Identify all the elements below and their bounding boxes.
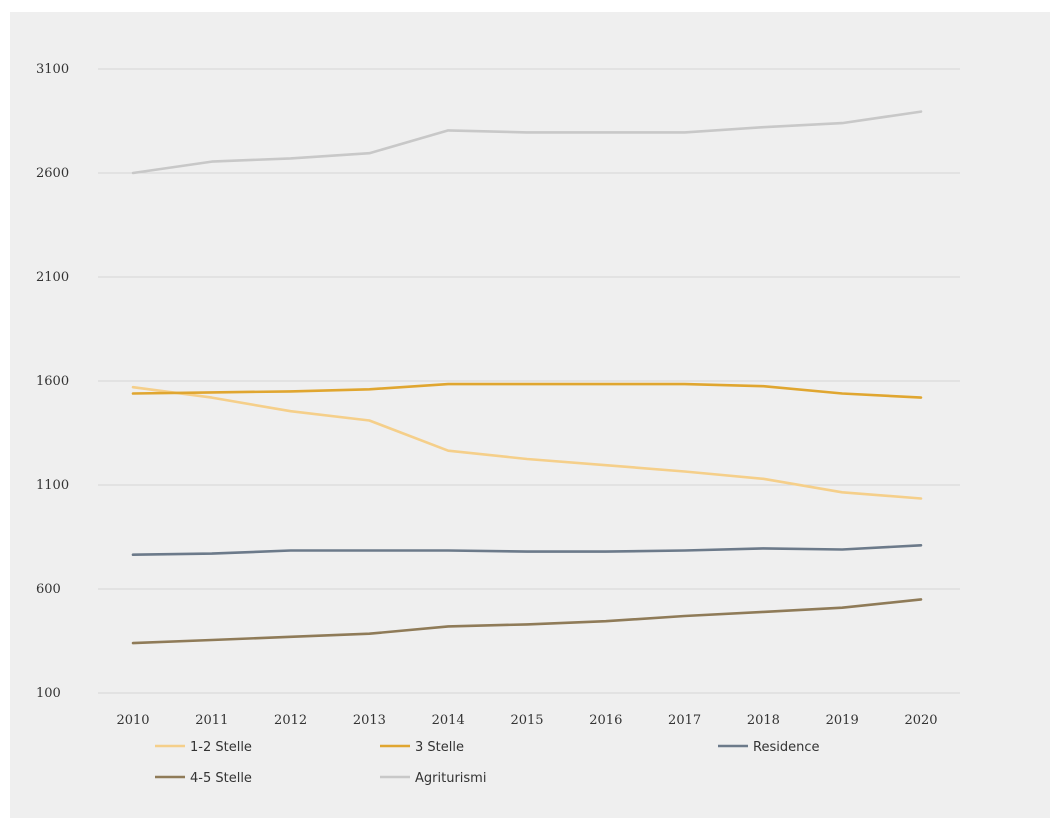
series-line-4-5-stelle xyxy=(131,598,923,645)
x-axis-ticks: 2010 2011 2012 2013 2014 2015 2016 2017 2018 2019… xyxy=(116,713,937,728)
y-axis-ticks: 100 600 1100 1600 2100 2600 3100 xyxy=(36,62,69,701)
series-lines xyxy=(131,110,923,645)
chart-panel: 100 600 1100 1600 2100 2600 3100 2010 2011 2012 2… xyxy=(10,12,1050,818)
legend-label-agriturismi: Agriturismi xyxy=(415,771,486,786)
legend-label-1-2-stelle: 1-2 Stelle xyxy=(190,740,252,755)
x-tick-label: 2014 xyxy=(432,713,465,728)
legend-label-residence: Residence xyxy=(753,740,819,755)
x-tick-label: 2020 xyxy=(904,713,937,728)
x-tick-label: 2015 xyxy=(510,713,543,728)
y-tick-label: 600 xyxy=(36,582,61,597)
x-tick-label: 2016 xyxy=(589,713,622,728)
y-tick-label: 3100 xyxy=(36,62,69,77)
x-tick-label: 2012 xyxy=(274,713,307,728)
grid-lines xyxy=(98,68,960,694)
series-line-residence xyxy=(131,543,923,557)
y-tick-label: 2600 xyxy=(36,166,69,181)
x-tick-label: 2017 xyxy=(668,713,701,728)
legend: 1-2 Stelle 3 Stelle Residence 4-5 Stelle Agr… xyxy=(155,740,819,786)
x-tick-label: 2011 xyxy=(195,713,228,728)
y-tick-label: 1600 xyxy=(36,374,69,389)
legend-label-3-stelle: 3 Stelle xyxy=(415,740,464,755)
legend-label-4-5-stelle: 4-5 Stelle xyxy=(190,771,252,786)
series-line-1-2-stelle xyxy=(131,385,923,500)
series-line-agriturismi xyxy=(131,110,923,175)
x-tick-label: 2018 xyxy=(747,713,780,728)
y-tick-label: 1100 xyxy=(36,478,69,493)
x-tick-label: 2010 xyxy=(116,713,149,728)
y-tick-label: 2100 xyxy=(36,270,69,285)
y-tick-label: 100 xyxy=(36,686,61,701)
x-tick-label: 2013 xyxy=(353,713,386,728)
x-tick-label: 2019 xyxy=(826,713,859,728)
series-line-3-stelle xyxy=(131,382,923,399)
